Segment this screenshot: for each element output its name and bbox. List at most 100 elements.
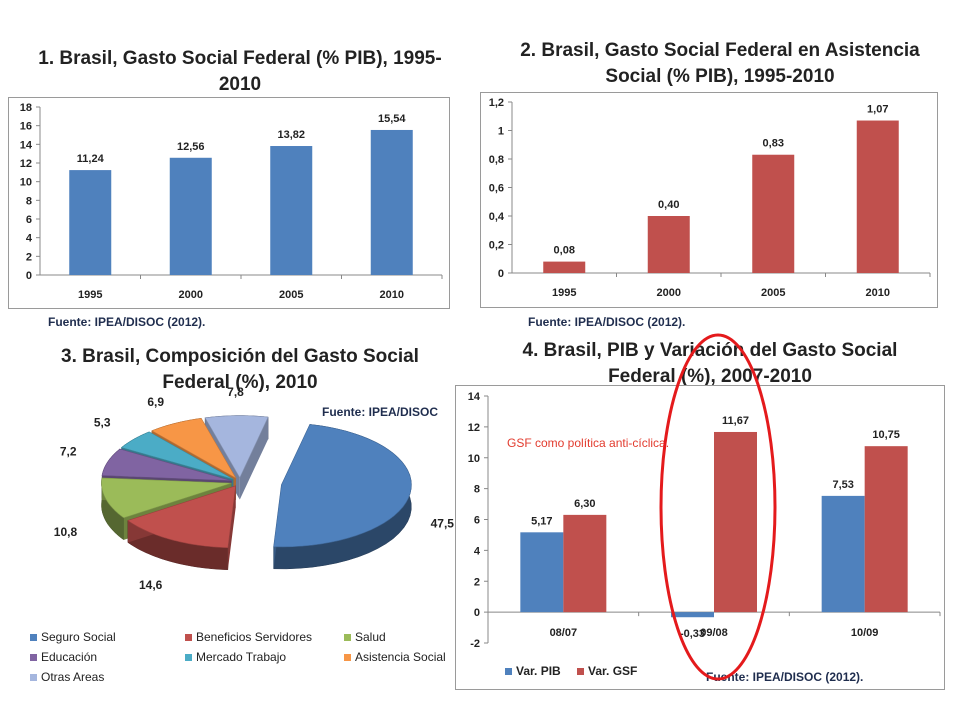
chart2-bar (856, 120, 899, 274)
chart4-bar (821, 495, 865, 613)
chart4-x-tick-label: 08/07 (550, 627, 578, 639)
chart4-bar (714, 431, 757, 613)
chart1-data-label: 13,82 (277, 129, 305, 141)
chart1-y-tick-label: 18 (20, 102, 32, 114)
chart4-data-label: 6,30 (574, 498, 595, 510)
chart3-title: 3. Brasil, Composición del Gasto Social … (61, 346, 419, 393)
chart4-y-tick-label: -2 (470, 638, 480, 650)
chart4-y-tick-label: 4 (474, 545, 481, 557)
pie-slice (127, 485, 236, 549)
chart4-y-tick-label: 2 (474, 576, 480, 588)
pie-data-label: 47,5 (431, 517, 455, 531)
chart4-bar (520, 532, 564, 613)
chart1-y-tick-label: 6 (26, 214, 32, 226)
legend-label: Mercado Trabajo (196, 650, 287, 664)
chart1-data-label: 12,56 (177, 141, 205, 153)
chart2-data-label: 0,83 (763, 138, 784, 150)
chart1-title: 1. Brasil, Gasto Social Federal (% PIB),… (38, 48, 442, 95)
chart2-y-tick-label: 1 (498, 126, 504, 138)
chart1-data-label: 11,24 (77, 153, 105, 165)
legend-label: Var. PIB (516, 664, 561, 678)
chart2-y-tick-label: 0,6 (489, 183, 504, 195)
legend-label: Salud (355, 630, 386, 644)
chart4-title: 4. Brasil, PIB y Variación del Gasto Soc… (522, 340, 898, 387)
chart1-y-tick-label: 4 (26, 233, 33, 245)
pie-data-label: 14,6 (139, 578, 163, 592)
legend-swatch (505, 668, 512, 676)
pie-slice (273, 424, 412, 548)
legend-swatch (30, 634, 37, 642)
legend-label: Asistencia Social (355, 650, 446, 664)
chart4-bar (864, 446, 908, 613)
chart4-y-tick-label: 0 (474, 607, 480, 619)
chart4-data-label: 11,67 (722, 415, 749, 427)
chart1-y-tick-label: 12 (20, 158, 32, 170)
chart1-y-tick-label: 8 (26, 195, 32, 207)
pie-slice (101, 477, 232, 519)
legend-swatch (30, 674, 37, 682)
legend-item-seguro-social: Seguro Social (30, 630, 116, 644)
legend-swatch (577, 668, 584, 676)
chart2-y-tick-label: 0,8 (489, 154, 504, 166)
chart1-bar (270, 146, 313, 275)
chart2-y-tick-label: 0,4 (489, 211, 505, 223)
pie-data-label: 10,8 (54, 525, 78, 539)
chart2-x-tick-label: 2010 (866, 287, 890, 299)
chart2-y-tick-label: 1,2 (489, 97, 504, 109)
chart2-source: Fuente: IPEA/DISOC (2012). (528, 315, 686, 329)
chart2-data-label: 0,40 (658, 199, 679, 211)
chart2-x-tick-label: 2005 (761, 287, 785, 299)
chart2-title: 2. Brasil, Gasto Social Federal en Asist… (520, 40, 920, 87)
chart3-legend: Seguro Social Beneficios Servidores Salu… (30, 626, 450, 688)
pie-slice (151, 418, 237, 479)
chart2-data-label: 0,08 (554, 245, 575, 257)
chart4-y-tick-label: 6 (474, 515, 480, 527)
chart1-bar (169, 157, 212, 275)
legend-item-educacion: Educación (30, 650, 97, 664)
legend-swatch (344, 634, 351, 642)
chart2-bar (543, 261, 586, 273)
legend-label: Seguro Social (41, 630, 116, 644)
chart4-y-tick-label: 8 (474, 484, 480, 496)
legend-item-asistencia-social: Asistencia Social (344, 650, 446, 664)
chart1-y-tick-label: 10 (20, 177, 32, 189)
chart2-y-tick-label: 0,2 (489, 240, 504, 252)
legend-item-otras-areas: Otras Areas (30, 670, 104, 684)
pie-slice (204, 415, 269, 479)
chart2-x-tick-label: 1995 (552, 287, 576, 299)
legend-swatch (185, 654, 192, 662)
chart4-data-label: 7,53 (832, 479, 853, 491)
chart2-x-tick-label: 2000 (657, 287, 681, 299)
legend-label: Otras Areas (41, 670, 105, 684)
legend-label: Beneficios Servidores (196, 630, 313, 644)
chart4-y-tick-label: 12 (468, 422, 480, 434)
chart2-data-label: 1,07 (867, 104, 888, 116)
chart4-bar (671, 612, 714, 618)
pie-slice-wall (239, 417, 269, 500)
chart4-highlight-ellipse (659, 333, 777, 681)
legend-label: Var. GSF (588, 664, 638, 678)
legend-label: Educación (41, 650, 98, 664)
chart4-data-label: -0,33 (680, 628, 705, 640)
chart1-data-label: 15,54 (378, 113, 406, 125)
legend-item-var-gsf: Var. GSF (577, 664, 637, 678)
chart1-bar (370, 129, 413, 275)
chart2-y-tick-label: 0 (498, 268, 504, 280)
chart4-x-tick-label: 09/08 (700, 627, 728, 639)
chart1-x-tick-label: 2005 (279, 289, 303, 301)
chart1-x-tick-label: 1995 (78, 289, 102, 301)
pie-slice (120, 431, 234, 480)
legend-swatch (30, 654, 37, 662)
legend-item-var-pib: Var. PIB (505, 664, 561, 678)
chart1-source: Fuente: IPEA/DISOC (2012). (48, 315, 206, 329)
chart4-bar (563, 514, 607, 613)
chart1-y-tick-label: 0 (26, 270, 32, 282)
chart1-x-tick-label: 2010 (380, 289, 404, 301)
chart4-source: Fuente: IPEA/DISOC (2012). (706, 670, 864, 684)
chart4-annotation: GSF como política anti-cíclica. (507, 436, 670, 450)
pie-slice (101, 448, 232, 481)
pie-data-label: 6,9 (147, 395, 164, 409)
legend-item-mercado-trabajo: Mercado Trabajo (185, 650, 286, 664)
legend-swatch (344, 654, 351, 662)
